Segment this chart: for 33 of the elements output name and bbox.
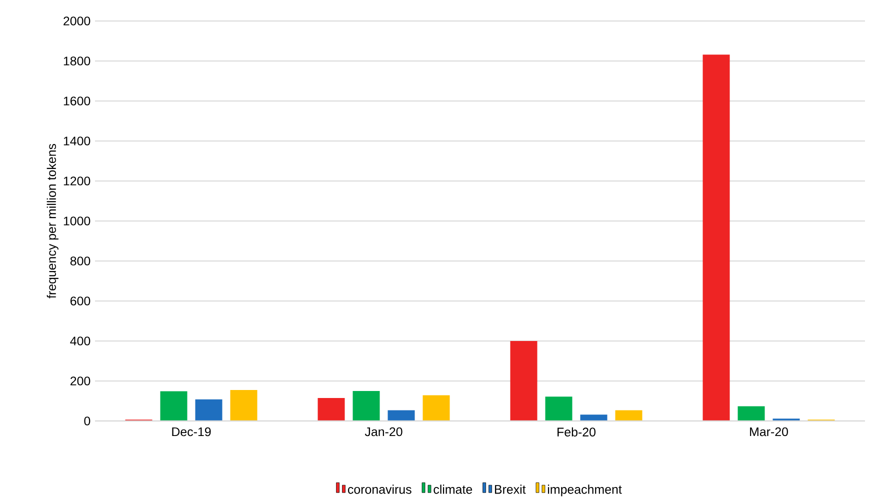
bar	[422, 395, 450, 421]
bar	[230, 390, 258, 421]
y-tick-label: 1800	[64, 56, 90, 66]
y-tick-label: 2000	[64, 16, 90, 26]
bar	[352, 391, 380, 421]
x-tick-label: Feb-20	[558, 427, 596, 436]
bar	[160, 391, 188, 421]
bar	[702, 54, 730, 421]
bar	[388, 410, 415, 421]
y-tick-label: 600	[70, 296, 90, 306]
y-tick-label: 1200	[64, 176, 90, 186]
legend-label: coronavirus	[348, 484, 412, 494]
bar	[318, 398, 345, 421]
bar	[738, 406, 765, 421]
bar	[510, 341, 538, 421]
x-tick-label: Jan-20	[364, 427, 402, 436]
legend-label: impeachment	[548, 484, 622, 496]
y-tick-label: 1000	[64, 216, 90, 226]
x-tick-label: Dec-19	[172, 427, 211, 436]
bar	[195, 399, 222, 421]
y-axis-title: frequency per million tokens	[46, 144, 58, 298]
x-tick-label: Mar-20	[750, 427, 788, 436]
y-tick-label: 800	[70, 256, 90, 266]
bar	[615, 410, 642, 421]
legend-label: Brexit	[494, 484, 526, 494]
y-tick-label: 1400	[64, 136, 90, 146]
y-tick-label: 200	[70, 376, 90, 386]
legend-label: climate	[434, 484, 472, 494]
bar	[580, 414, 608, 421]
y-tick-label: 400	[70, 336, 90, 346]
bar	[545, 396, 572, 421]
y-tick-label: 1600	[64, 96, 90, 106]
y-tick-label: 0	[84, 416, 90, 426]
